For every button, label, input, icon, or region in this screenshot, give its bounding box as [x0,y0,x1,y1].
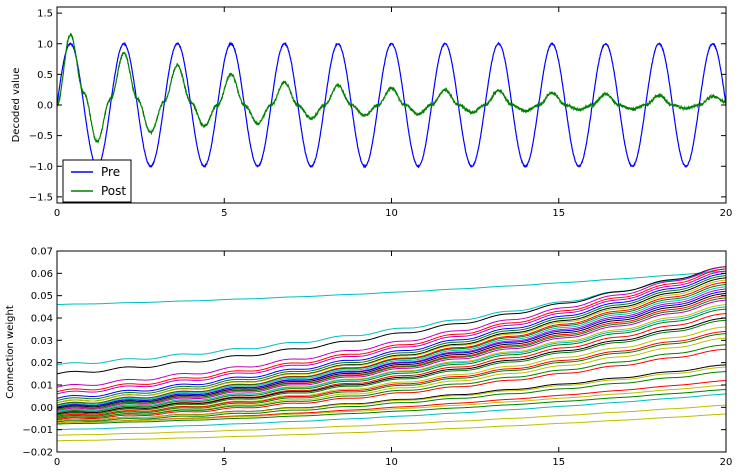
weight-series-line [56,275,727,402]
y-tick-label: 0.06 [31,269,53,280]
weight-series-line [56,404,727,436]
x-tick-label: 0 [54,457,60,468]
weight-series-line [56,270,727,306]
weight-series-line [56,266,727,388]
series-pre-line [56,41,727,169]
y-tick-label: 0.01 [31,381,53,392]
x-tick-label: 10 [385,208,398,219]
y-axis-label-bottom: Connection weight [5,305,16,399]
x-tick-label: 5 [221,208,227,219]
y-tick-label: 0.5 [37,70,53,81]
weight-series-line [56,290,727,408]
weight-series-line [56,348,727,421]
weight-series-line [56,333,727,418]
y-tick-label: −0.5 [29,131,53,142]
series-group-bottom [56,266,727,442]
ticks-bottom: 0 5 10 15 20 −0.02 −0.01 0.00 0.01 0.02 0.03 0.04 0.… [22,247,732,469]
y-tick-label: −1.0 [29,162,53,173]
connection-weight-plot: 0 5 10 15 20 −0.02 −0.01 0.00 0.01 0.02 0.03 0.04 0.… [5,247,732,469]
weight-series-line [56,297,727,411]
x-tick-label: 15 [552,208,565,219]
y-tick-label: −0.02 [22,448,53,459]
weight-series-line [56,413,727,442]
weight-series-line [56,384,727,424]
weight-series-line [56,388,727,425]
weight-series-line [56,270,727,395]
y-tick-label: 1.5 [37,9,53,20]
legend-pre-label: Pre [101,165,120,179]
weight-series-line [56,393,727,431]
weight-series-line [56,266,727,375]
series-group-top [56,32,727,169]
series-post-line [56,32,727,144]
x-tick-label: 20 [720,208,733,219]
weight-series-line [56,319,727,416]
weight-series-line [56,366,727,422]
y-tick-label: 1.0 [37,39,53,50]
y-axis-label-top: Decoded value [11,68,22,143]
y-tick-label: 0.04 [31,314,53,325]
y-tick-label: 0.03 [31,336,53,347]
weight-series-line [56,306,727,413]
weight-series-line [56,317,727,415]
legend-box [62,159,132,203]
x-tick-label: 10 [385,457,398,468]
y-tick-label: −0.01 [22,425,53,436]
x-tick-label: 5 [221,457,227,468]
legend: Pre Post [62,159,132,203]
y-tick-label: 0.07 [31,247,53,258]
y-tick-label: 0.05 [31,291,53,302]
weight-series-line [56,308,727,414]
x-tick-label: 15 [552,457,565,468]
ticks-top: 0 5 10 15 20 −1.5 −1.0 −0.5 0.0 0.5 1.0 1.5 [29,7,733,219]
y-tick-label: 0.02 [31,358,53,369]
plot-area-top [57,7,726,203]
y-tick-label: 0.0 [37,101,53,112]
weight-series-line [56,371,727,423]
x-tick-label: 0 [54,208,60,219]
weight-series-line [56,299,727,412]
y-tick-label: −1.5 [29,192,53,203]
y-tick-label: 0.00 [31,403,53,414]
weight-series-line [56,284,727,406]
legend-post-label: Post [101,184,126,198]
weight-series-line [56,268,727,393]
decoded-value-plot: 0 5 10 15 20 −1.5 −1.0 −0.5 0.0 0.5 1.0 1.5 Decoded… [11,6,733,219]
weight-series-line [56,292,727,409]
weight-series-line [56,330,727,417]
weight-series-line [56,344,727,419]
weight-series-line [56,272,727,399]
weight-series-line [56,279,727,404]
weight-series-line [56,286,727,407]
x-tick-label: 20 [720,457,733,468]
weight-series-line [56,337,727,419]
